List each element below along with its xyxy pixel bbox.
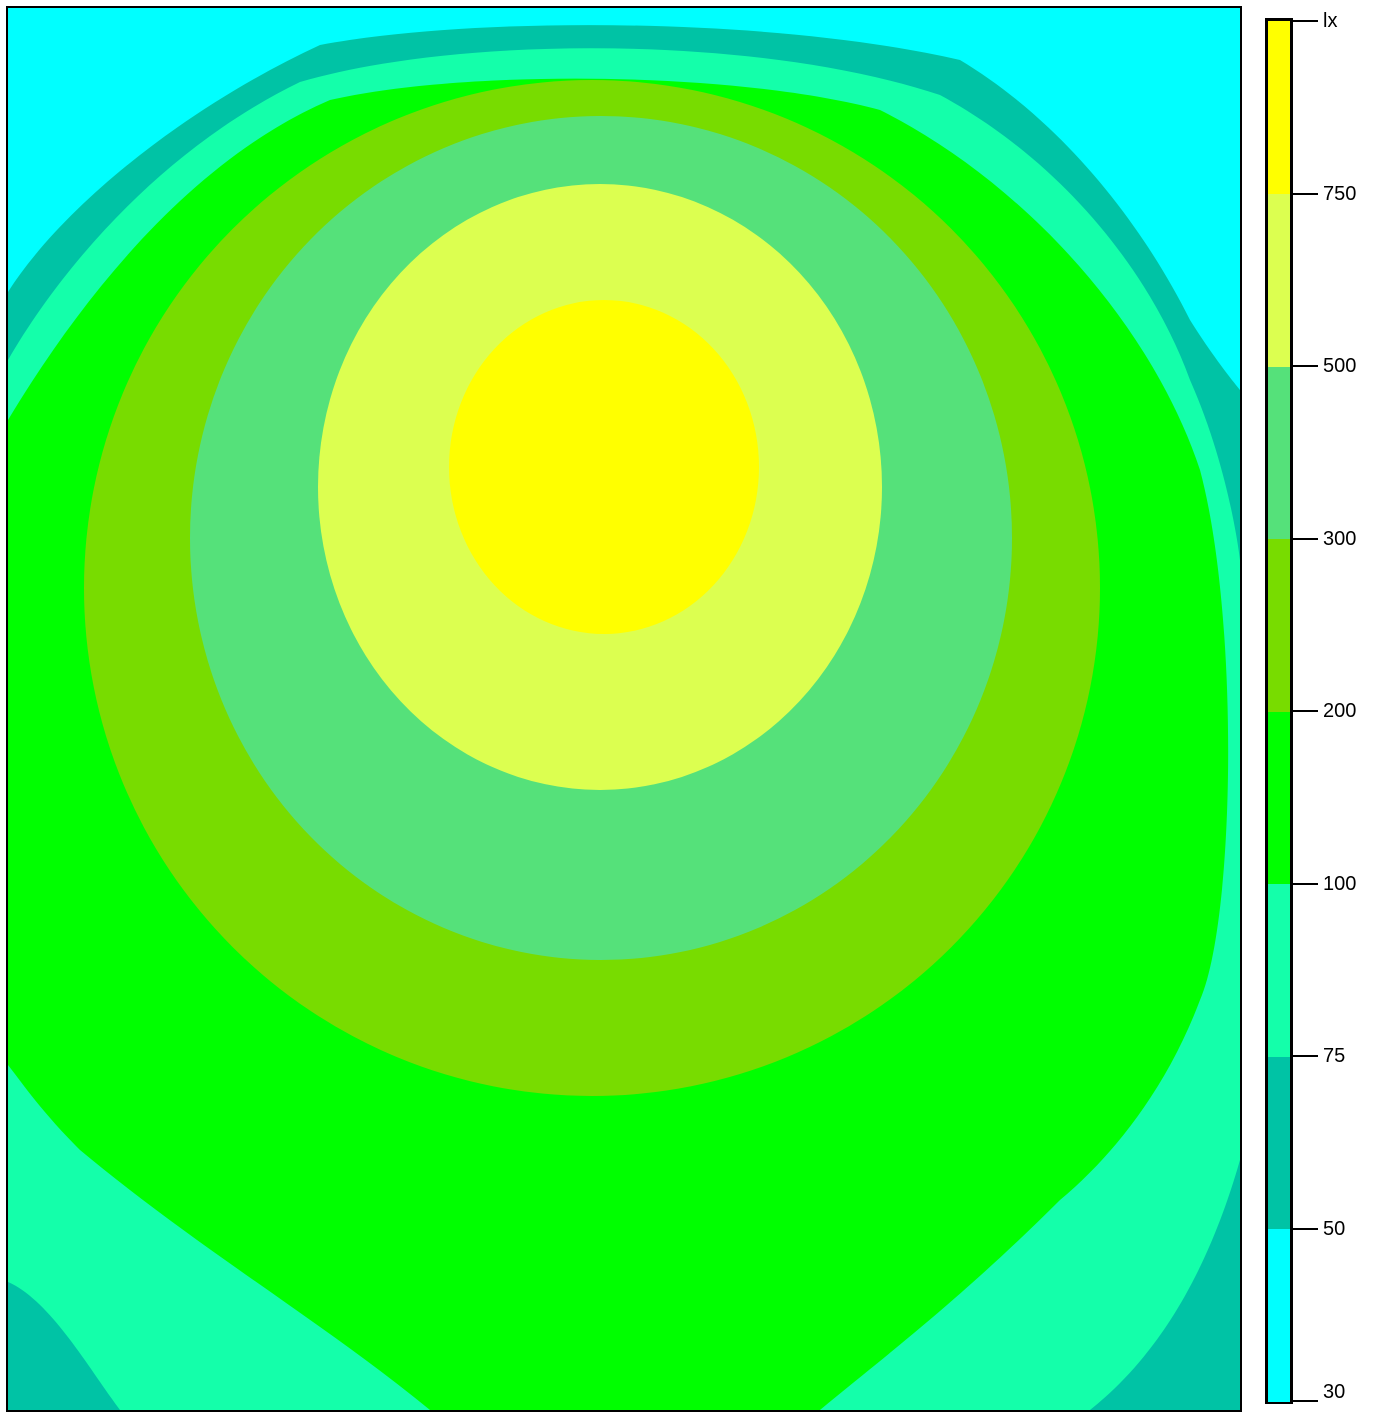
contour-plot-svg	[8, 8, 1240, 1410]
colorbar-tick	[1293, 1227, 1318, 1230]
contour-plot-area	[6, 6, 1242, 1412]
band-750-plus	[449, 300, 759, 634]
colorbar-tick	[1293, 1400, 1318, 1402]
colorbar-tick	[1293, 365, 1318, 367]
colorbar-band-2	[1268, 883, 1290, 1057]
colorbar-band-1	[1268, 1056, 1290, 1229]
colorbar-tick-label: 500	[1323, 355, 1357, 377]
colorbar-tick-label: 30	[1323, 1381, 1346, 1403]
colorbar-tick	[1293, 192, 1318, 195]
colorbar-band-4	[1268, 538, 1290, 712]
colorbar-tick-label: 100	[1323, 872, 1357, 895]
colorbar-band-7	[1268, 21, 1290, 194]
colorbar-band-6	[1268, 193, 1290, 367]
colorbar-tick-label: 75	[1323, 1045, 1346, 1067]
colorbar-tick-label: 50	[1323, 1217, 1346, 1240]
colorbar-band-5	[1268, 366, 1290, 539]
colorbar-tick	[1293, 537, 1318, 540]
colorbar-tick	[1293, 20, 1318, 22]
colorbar-tick-label: 750	[1323, 182, 1357, 205]
colorbar-band-0	[1268, 1228, 1290, 1402]
colorbar-tick	[1293, 1055, 1318, 1057]
colorbar-tick-label: 200	[1323, 700, 1357, 722]
colorbar-tick	[1293, 710, 1318, 712]
colorbar-tick	[1293, 882, 1318, 885]
colorbar-tick-label: lx	[1323, 10, 1338, 32]
colorbar	[1265, 18, 1293, 1404]
colorbar-tick-label: 300	[1323, 527, 1357, 550]
colorbar-band-3	[1268, 711, 1290, 884]
